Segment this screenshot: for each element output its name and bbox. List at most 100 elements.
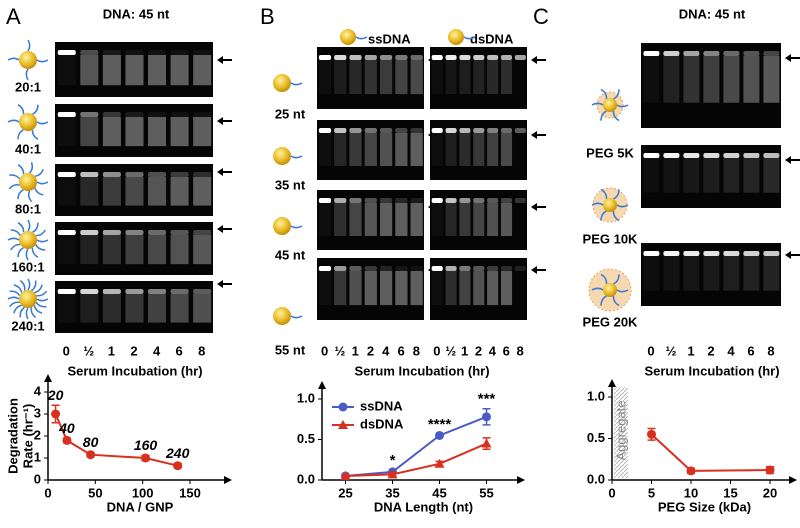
x-tick-label: 25: [338, 485, 352, 500]
panel-header: DNA: 45 nt: [679, 6, 746, 21]
aggregate-region: [614, 387, 628, 478]
dna-strand: [27, 219, 31, 232]
gel-smear: [500, 133, 513, 166]
gel-smear: [395, 133, 408, 166]
axis-arrow: [517, 476, 525, 484]
gel-band: [743, 51, 760, 56]
gel-smear: [410, 271, 423, 306]
point-label: 40: [58, 420, 75, 436]
y-tick-label: 0: [34, 471, 41, 486]
gel-band: [743, 251, 760, 256]
y-tick-label: 3: [34, 405, 41, 420]
dna-strand: [17, 222, 25, 233]
gel-band: [763, 51, 780, 56]
gel-smear: [445, 60, 457, 95]
gel-smear: [379, 133, 393, 166]
dna-strand: [29, 162, 34, 174]
marker: [86, 450, 96, 460]
gel-band: [125, 289, 144, 294]
gel-image: [55, 104, 213, 157]
series-line: [650, 433, 771, 472]
gel-smear: [431, 203, 443, 236]
gel-smear: [431, 271, 443, 306]
gel-band: [318, 266, 332, 271]
gel-band: [763, 251, 780, 256]
gel-smear: [318, 271, 332, 306]
gel-smear: [395, 60, 408, 95]
gold-nanoparticle: [273, 74, 291, 92]
gel-smear: [410, 203, 423, 236]
gel-arrow-head: [217, 225, 223, 233]
gel-smear: [663, 158, 680, 193]
y-tick-label: 2: [34, 427, 41, 442]
gel-band: [102, 112, 121, 117]
dna-strand: [35, 244, 46, 251]
dna-strand: [613, 89, 620, 100]
dna-strand: [616, 289, 629, 293]
x-tick-label: 5: [648, 485, 655, 500]
lane-label: 1: [352, 343, 359, 358]
marker: [340, 470, 351, 480]
gel-label: 45 nt: [275, 247, 306, 262]
lane-label: 1: [461, 343, 468, 358]
gel-label: 80:1: [15, 201, 41, 216]
gel-band: [379, 55, 393, 60]
gel-smear: [318, 133, 332, 166]
lane-label: 4: [727, 343, 735, 358]
gel-smear: [431, 133, 443, 166]
gel-arrow-head: [531, 56, 537, 64]
gel-band: [364, 128, 377, 133]
dna-strand: [8, 184, 20, 190]
gel-smear: [125, 55, 144, 86]
gel-band: [431, 266, 443, 271]
gel-band: [703, 251, 720, 256]
gel-band: [643, 153, 660, 158]
dna-strand: [591, 287, 604, 291]
gold-nanoparticle: [603, 198, 617, 212]
dna-strand: [612, 111, 620, 122]
gel-arrow-head: [531, 131, 537, 139]
gel-band: [431, 55, 443, 60]
gel-band: [487, 198, 499, 203]
gel-smear: [683, 56, 700, 103]
gel-band: [349, 198, 362, 203]
panel-label: B: [260, 4, 275, 29]
gel-arrow-head: [785, 156, 791, 164]
dna-strand: [600, 210, 607, 221]
lane-label: 8: [413, 343, 420, 358]
dna-strand: [36, 290, 48, 297]
axis-arrow: [608, 379, 616, 387]
gel-smear: [459, 271, 471, 306]
point-label: 160: [134, 437, 158, 453]
marker: [647, 429, 656, 439]
series-line: [345, 442, 487, 477]
gel-band: [170, 230, 189, 235]
axis-arrow: [44, 374, 52, 382]
dna-strand: [19, 306, 25, 318]
dna-strand: [31, 129, 39, 140]
gel-smear: [349, 271, 362, 306]
dna-strand: [25, 68, 29, 81]
gel-band: [318, 55, 332, 60]
marker: [434, 458, 445, 468]
gel-band: [395, 55, 408, 60]
y-tick-label: 0.0: [587, 471, 605, 486]
gel-band: [487, 266, 499, 271]
gel-band: [102, 230, 121, 235]
lane-label: 2: [707, 343, 714, 358]
gel-label: 55 nt: [275, 342, 306, 357]
gel-label: 160:1: [11, 259, 44, 274]
gel-smear: [379, 271, 393, 306]
x-tick-label: 15: [723, 485, 737, 500]
gel-smear: [80, 235, 99, 265]
gel-band: [102, 289, 121, 294]
gel-band: [459, 128, 471, 133]
gel-band: [364, 266, 377, 271]
gel-band: [193, 50, 212, 55]
gel-band: [125, 230, 144, 235]
lane-label: 0: [433, 343, 440, 358]
gel-band: [193, 230, 212, 235]
gel-smear: [459, 203, 471, 236]
gel-smear: [459, 133, 471, 166]
dna-strand: [613, 274, 620, 285]
